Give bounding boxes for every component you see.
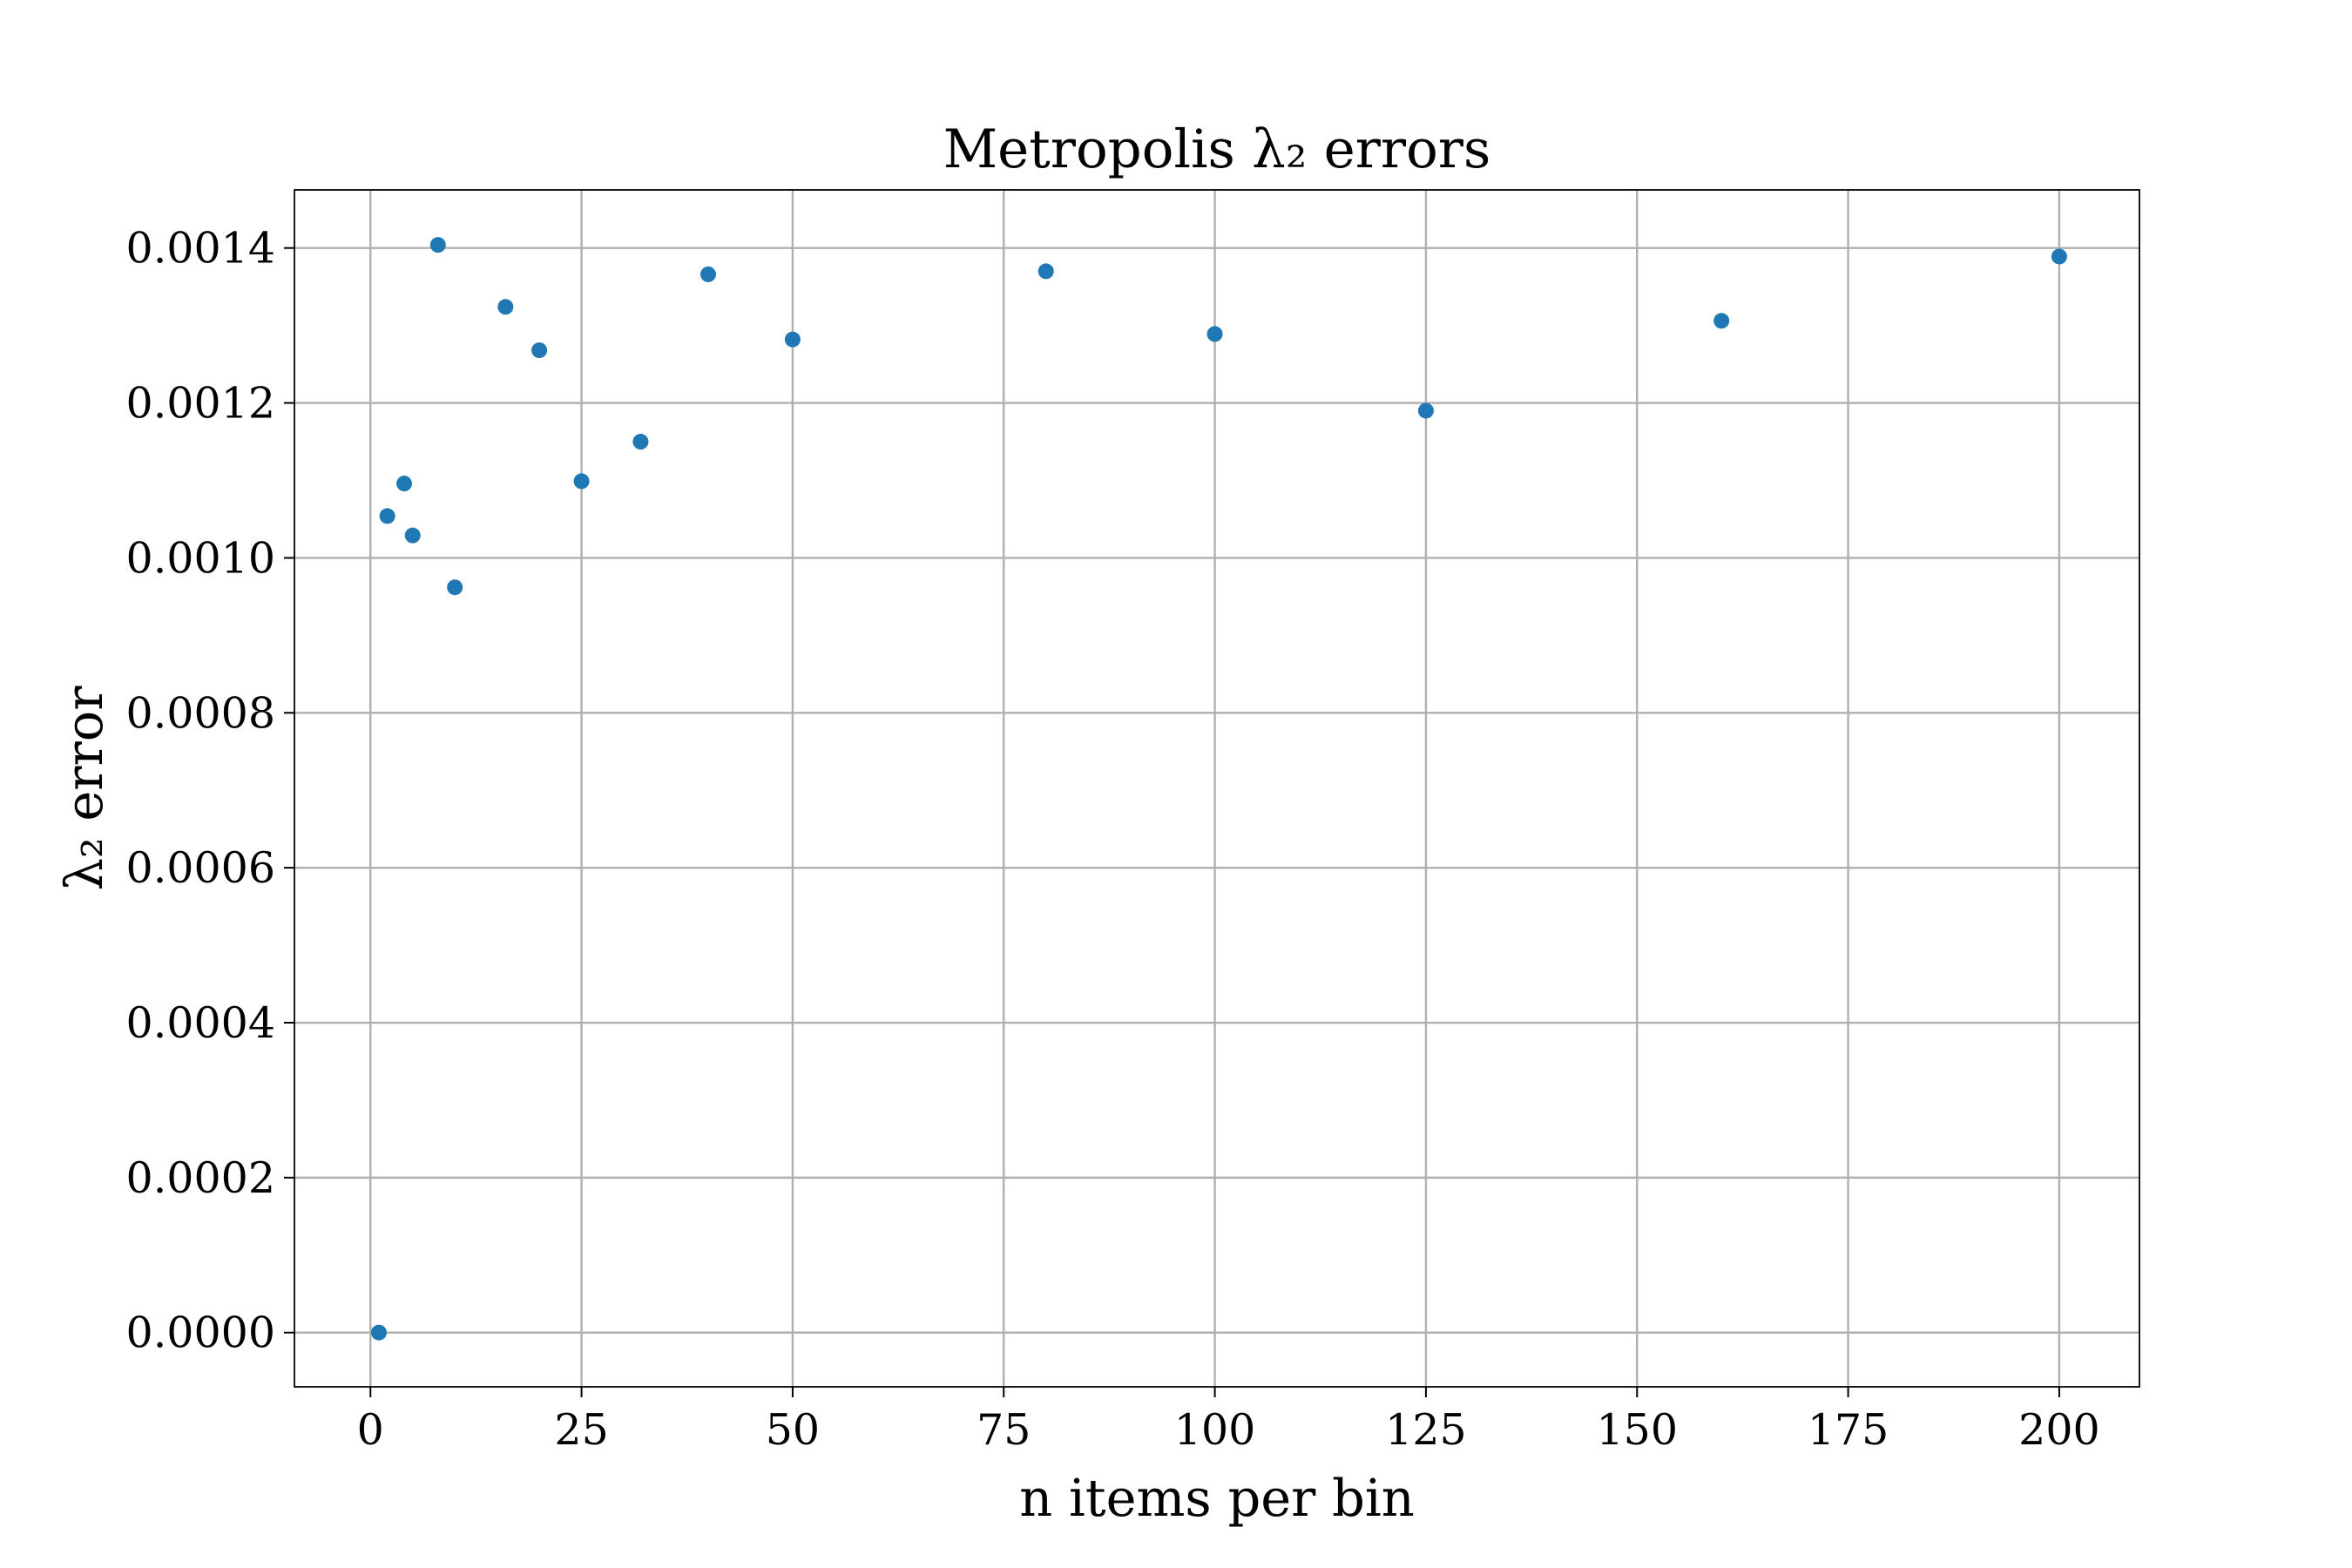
plot-frame [294,189,2140,1388]
x-tick-label: 50 [766,1405,820,1455]
data-point [2051,248,2067,265]
data-point [1417,402,1434,419]
data-point [396,476,413,492]
grid [294,190,2139,1387]
x-axis-label: n items per bin [1019,1468,1415,1528]
x-tick-label: 75 [977,1405,1031,1455]
y-axis-label: λ₂ error [54,686,114,891]
data-point [700,266,716,282]
y-tick-label: 0.0002 [126,1153,275,1203]
data-point [1713,313,1730,329]
chart-title: Metropolis λ₂ errors [943,118,1491,180]
data-point [531,342,548,359]
x-tick-label: 150 [1596,1405,1678,1455]
y-tick-label: 0.0014 [126,224,275,274]
data-point [573,473,590,490]
x-tick-label: 25 [554,1405,608,1455]
data-point [1037,263,1054,280]
x-tick-label: 100 [1174,1405,1256,1455]
data-point [379,508,395,524]
y-tick-label: 0.0008 [126,688,275,738]
y-tick-label: 0.0004 [126,998,275,1048]
data-point [447,579,463,596]
data-point [370,1324,387,1341]
axis-ticks: 0 25 50 75 100 125 150 175 200 0.0000 0.0002 0.0004… [126,224,2100,1455]
x-tick-label: 175 [1808,1405,1889,1455]
data-point [784,331,801,348]
x-tick-label: 0 [357,1405,384,1455]
data-point [404,527,421,544]
data-point [1206,326,1223,342]
x-tick-label: 125 [1385,1405,1467,1455]
y-tick-label: 0.0000 [126,1308,275,1358]
x-tick-label: 200 [2018,1405,2100,1455]
data-point [429,237,446,253]
data-point [632,434,649,450]
y-tick-label: 0.0012 [126,379,275,429]
y-tick-label: 0.0006 [126,843,275,893]
data-point [497,299,514,315]
y-tick-label: 0.0010 [126,533,275,583]
data-points [370,237,2067,1341]
